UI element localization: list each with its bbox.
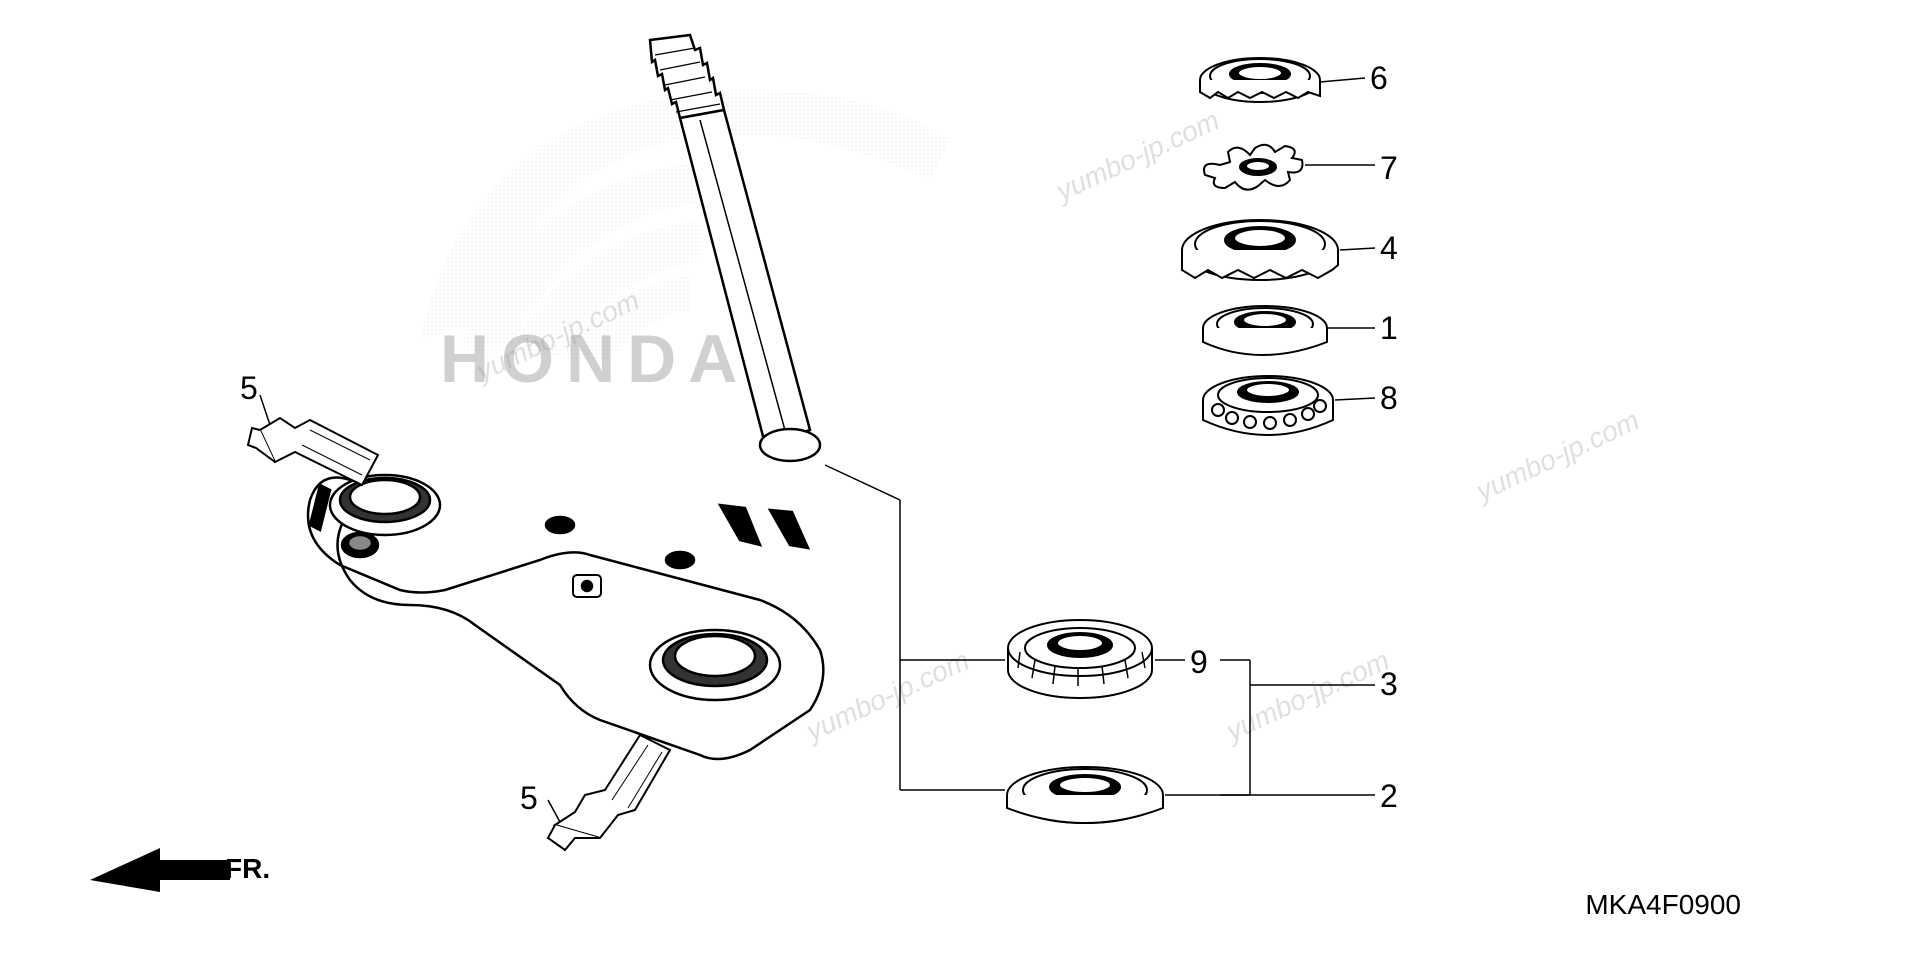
- fr-direction-indicator: FR.: [235, 853, 270, 885]
- part-label-5-top: 5: [240, 370, 258, 407]
- parts-diagram-svg: [0, 0, 1921, 961]
- fr-direction-arrow: [90, 848, 230, 892]
- lower-triple-clamp: [308, 429, 823, 759]
- part-label-7: 7: [1380, 150, 1398, 187]
- part-label-2: 2: [1380, 778, 1398, 815]
- part-6-nut: [1200, 58, 1320, 102]
- part-label-9: 9: [1190, 644, 1208, 681]
- diagram-code: MKA4F0900: [1585, 889, 1741, 921]
- bolt-upper: [248, 418, 378, 485]
- part-label-3: 3: [1380, 666, 1398, 703]
- part-9-bearing-lower: [1008, 620, 1152, 698]
- part-label-1: 1: [1380, 310, 1398, 347]
- part-1-dust-seal: [1203, 306, 1327, 355]
- part-7-lock-washer: [1204, 145, 1302, 190]
- part-4-adjusting-nut: [1182, 220, 1338, 280]
- part-8-bearing-upper: [1203, 376, 1333, 435]
- bolt-lower: [548, 735, 670, 850]
- fr-label: FR.: [225, 853, 270, 885]
- part-label-6: 6: [1370, 60, 1388, 97]
- part-label-8: 8: [1380, 380, 1398, 417]
- part-label-5-bottom: 5: [520, 780, 538, 817]
- part-2-dust-seal-lower: [1007, 767, 1163, 823]
- steering-stem-assembly: [650, 35, 810, 444]
- parts-diagram-container: HONDA yumbo-jp.com yumbo-jp.com yumbo-jp…: [0, 0, 1921, 961]
- part-label-4: 4: [1380, 230, 1398, 267]
